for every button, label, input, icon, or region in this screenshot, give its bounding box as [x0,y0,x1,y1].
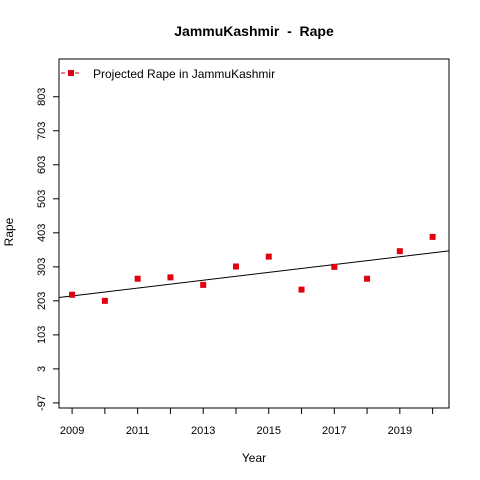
x-axis-title: Year [242,451,266,465]
data-point [265,253,272,260]
y-tick-label: 703 [36,122,48,140]
data-point [429,233,436,240]
y-tick-label: 803 [36,88,48,106]
x-axis: 2009 2011 2013 2015 2017 2019 [60,408,434,437]
x-tick-label: 2009 [60,425,84,437]
data-point [364,275,371,282]
data-point [167,274,174,281]
data-point [298,286,305,293]
y-tick-label: 503 [36,190,48,208]
legend: Projected Rape in JammuKashmir [61,67,275,81]
data-point [134,275,141,282]
x-tick-label: 2013 [191,425,215,437]
data-point [69,291,76,298]
plot-frame [58,58,450,409]
y-tick-label: 603 [36,156,48,174]
y-axis-title: Rape [2,217,16,246]
data-point [232,263,239,270]
data-point [331,263,338,270]
trend-line [58,250,450,298]
x-tick-label: 2017 [322,425,346,437]
data-point [101,297,108,304]
data-points [69,233,436,304]
y-tick-label: 203 [36,292,48,310]
y-tick-label: -97 [36,395,48,411]
legend-label: Projected Rape in JammuKashmir [93,67,275,81]
data-point [396,248,403,255]
y-tick-label: 303 [36,258,48,276]
y-tick-label: 103 [36,326,48,344]
legend-marker [68,70,74,76]
x-tick-label: 2011 [126,425,150,437]
y-axis: -97 3 103 203 303 403 503 603 703 803 [36,88,59,411]
y-tick-label: 403 [36,224,48,242]
data-point [200,281,207,288]
x-tick-label: 2019 [388,425,412,437]
y-tick-label: 3 [36,366,48,372]
x-tick-label: 2015 [257,425,281,437]
chart-title: JammuKashmir - Rape [174,23,334,39]
